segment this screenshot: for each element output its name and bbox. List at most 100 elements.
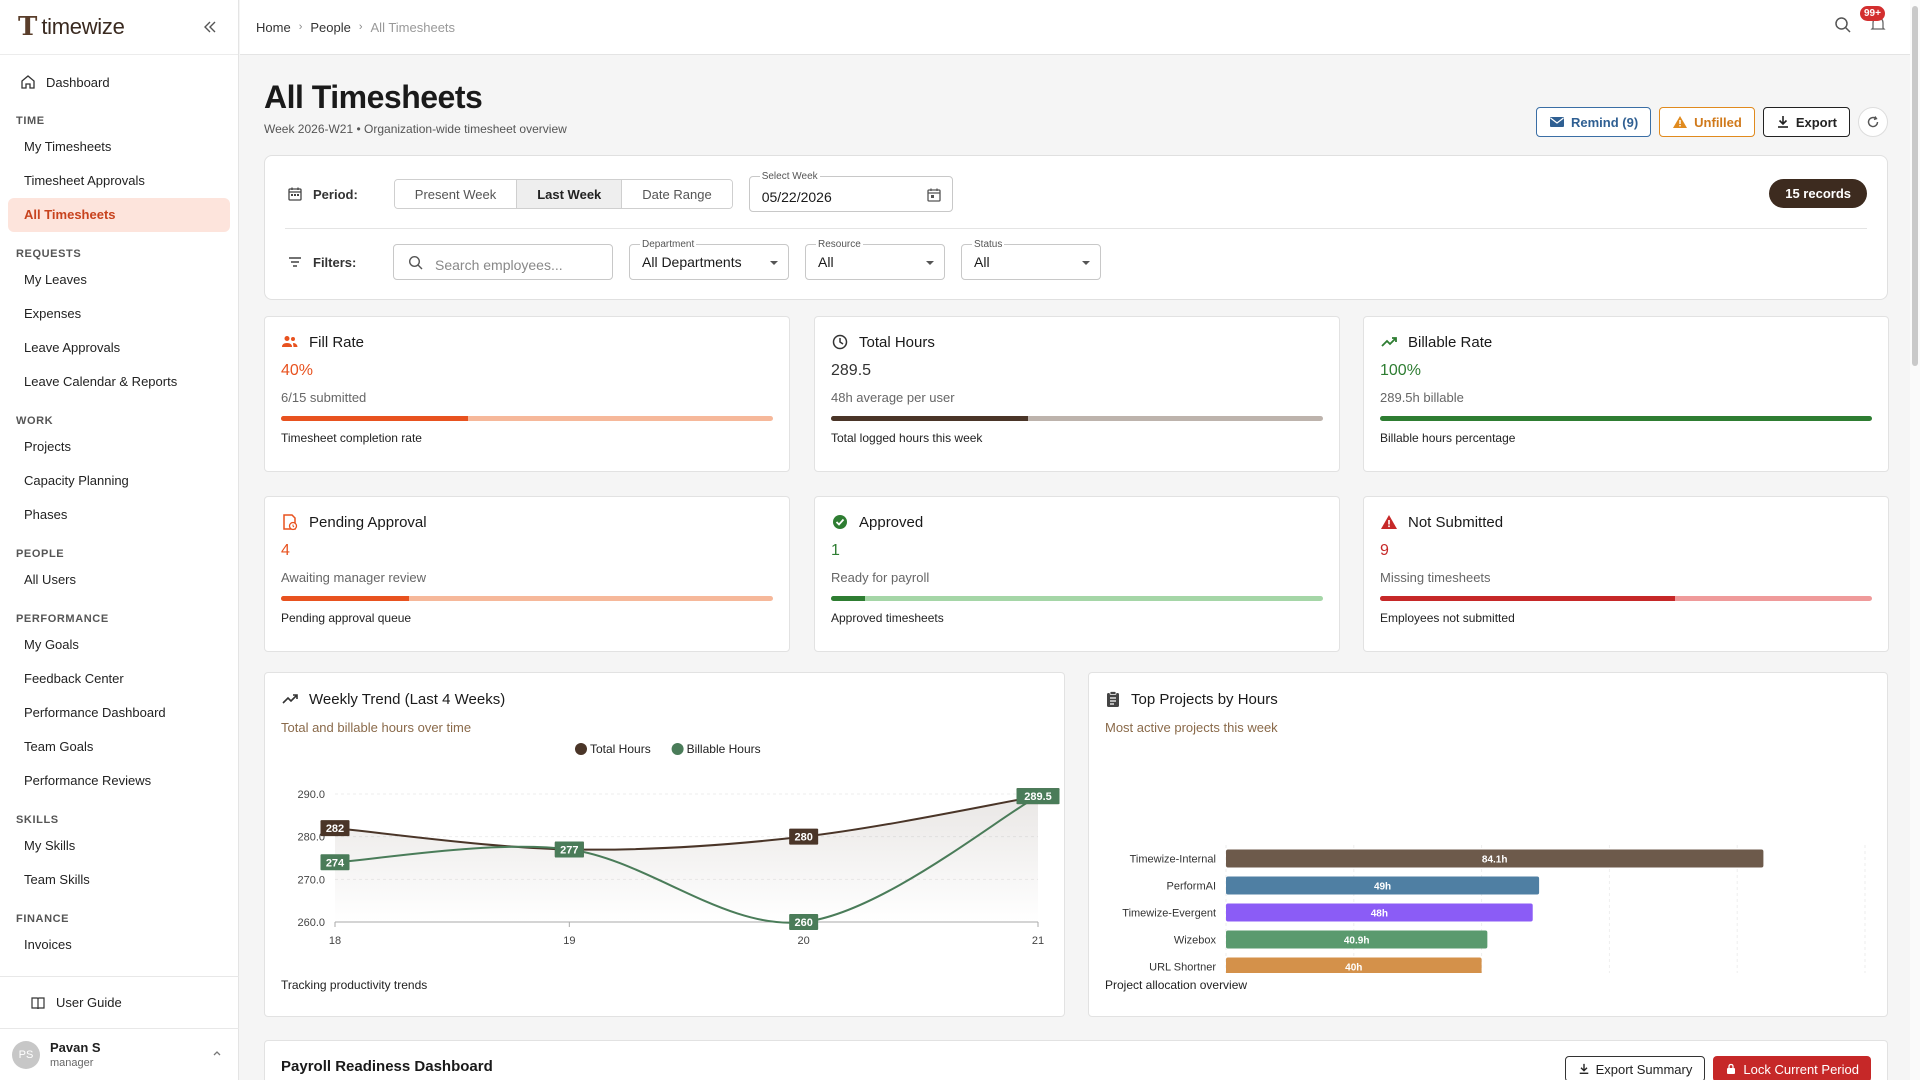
sidebar-item-feedback-center[interactable]: Feedback Center	[24, 671, 124, 686]
refresh-button[interactable]	[1858, 107, 1888, 137]
sidebar-section-title: PEOPLE	[16, 548, 65, 560]
sidebar-item-invoices[interactable]: Invoices	[24, 937, 72, 952]
data-label: 280	[794, 832, 812, 844]
remind-button[interactable]: Remind (9)	[1535, 107, 1652, 137]
notifications-button[interactable]: 99+	[1860, 6, 1890, 36]
x-tick-label: 18	[329, 935, 341, 947]
chevron-up-icon	[213, 1051, 221, 1056]
sidebar-item-team-goals[interactable]: Team Goals	[24, 739, 94, 754]
stat-card-not-submitted: Not Submitted 9 Missing timesheets Employee…	[1363, 496, 1889, 652]
export-label: Export	[1795, 114, 1837, 130]
avatar: PS	[12, 1040, 40, 1069]
top-projects-header: Top Projects by Hours	[1105, 690, 1278, 708]
sidebar-item-phases[interactable]: Phases	[24, 507, 68, 522]
data-label: 277	[560, 844, 578, 856]
search-icon[interactable]	[1834, 16, 1852, 34]
filter-panel: Period: Present Week Last Week Date Rang…	[264, 155, 1888, 300]
refresh-icon	[1867, 116, 1879, 128]
search-icon	[408, 255, 423, 270]
period-last-week[interactable]: Last Week	[517, 180, 623, 208]
resource-select[interactable]: Resource All	[805, 239, 945, 280]
export-button[interactable]: Export	[1762, 107, 1850, 137]
sidebar-item-capacity-planning[interactable]: Capacity Planning	[24, 473, 129, 488]
data-label-bg	[554, 841, 584, 858]
records-count-badge: 15 records	[1769, 179, 1867, 208]
sidebar-item-team-skills[interactable]: Team Skills	[24, 872, 90, 887]
brand-name: timewize	[41, 14, 125, 39]
stat-subtitle: Awaiting manager review	[281, 570, 426, 585]
stat-subtitle: 6/15 submitted	[281, 390, 367, 405]
sidebar-item-dashboard[interactable]: Dashboard	[0, 65, 238, 99]
page-scrollbar[interactable]	[1910, 0, 1920, 1080]
sidebar-item-performance-reviews[interactable]: Performance Reviews	[24, 773, 152, 788]
sidebar-item-leave-approvals[interactable]: Leave Approvals	[24, 340, 121, 355]
bar-timewize-evergent[interactable]	[1226, 903, 1533, 922]
brand[interactable]: T timewize	[0, 0, 238, 55]
period-present-week[interactable]: Present Week	[394, 180, 518, 208]
lock-icon	[1727, 1063, 1736, 1074]
sidebar-section-title: PERFORMANCE	[16, 613, 109, 625]
user-role: manager	[50, 1057, 94, 1069]
sidebar-item-my-leaves[interactable]: My Leaves	[24, 272, 87, 287]
sidebar-item-projects[interactable]: Projects	[24, 439, 71, 454]
stat-subtitle: Ready for payroll	[831, 570, 930, 585]
scrollbar-thumb[interactable]	[1912, 6, 1918, 366]
y-tick-label: 280.0	[297, 832, 325, 844]
user-menu[interactable]: PS Pavan S manager	[0, 1028, 239, 1080]
sidebar-item-timesheet-approvals[interactable]: Timesheet Approvals	[24, 173, 145, 188]
stat-value: 4	[281, 542, 290, 559]
select-week-field[interactable]: Select Week 05/22/2026	[748, 171, 953, 212]
data-label: 282	[326, 823, 344, 835]
bar-wizebox[interactable]	[1226, 930, 1488, 949]
filters-label-text: Filters:	[313, 254, 357, 270]
search-employees-input[interactable]: Search employees...	[393, 244, 613, 280]
sidebar-item-expenses[interactable]: Expenses	[24, 306, 82, 321]
dropdown-arrow-icon	[1082, 261, 1090, 265]
stat-card-fill-rate: Fill Rate 40% 6/15 submitted Timesheet comp…	[264, 316, 790, 472]
sidebar-item-my-goals[interactable]: My Goals	[24, 637, 79, 652]
bar-value-label: 84.1h	[1482, 855, 1508, 866]
breadcrumb-home[interactable]: Home	[256, 19, 291, 35]
y-tick-label: 290.0	[297, 789, 325, 801]
sidebar-item-my-skills[interactable]: My Skills	[24, 838, 76, 853]
export-summary-button[interactable]: Export Summary	[1564, 1056, 1706, 1080]
category-label: Wizebox	[1174, 935, 1217, 947]
resource-label: Resource	[816, 239, 863, 250]
stat-subtitle: Missing timesheets	[1380, 570, 1491, 585]
download-icon	[1777, 116, 1788, 128]
sidebar-item-leave-calendar-reports[interactable]: Leave Calendar & Reports	[24, 374, 178, 389]
breadcrumb-current: All Timesheets	[370, 19, 456, 35]
legend-label[interactable]: Billable Hours	[687, 742, 761, 756]
bar-timewize-internal[interactable]	[1226, 849, 1764, 868]
sidebar-item-all-users[interactable]: All Users	[24, 572, 77, 587]
bar-performai[interactable]	[1226, 876, 1540, 895]
stat-footer: Employees not submitted	[1380, 611, 1515, 625]
breadcrumb-separator: ›	[298, 21, 303, 33]
stat-title: Approved	[859, 513, 924, 531]
weekly-trend-chart: 290.0 280.0 270.0 260.0 18 19 20 21 282 277 280 289…	[297, 742, 1060, 947]
unfilled-button[interactable]: Unfilled	[1659, 107, 1755, 137]
stat-card-header: Total Hours	[831, 333, 935, 351]
bar-value-label: 48h	[1371, 909, 1388, 920]
warning-icon	[1381, 515, 1397, 529]
sidebar-item-all-timesheets[interactable]: All Timesheets	[8, 198, 230, 232]
data-label-bg	[320, 820, 350, 837]
department-select[interactable]: Department All Departments	[629, 239, 789, 280]
breadcrumb-separator: ›	[358, 21, 363, 33]
breadcrumb-people[interactable]: People	[310, 19, 351, 35]
stat-title: Billable Rate	[1408, 333, 1493, 351]
lock-period-button[interactable]: Lock Current Period	[1713, 1056, 1871, 1080]
sidebar-section-title: WORK	[16, 415, 54, 427]
bar-url-shortner[interactable]	[1226, 957, 1482, 974]
sidebar-item-my-timesheets[interactable]: My Timesheets	[24, 139, 112, 154]
category-label: Timewize-Evergent	[1122, 908, 1216, 920]
stat-progress-bar	[831, 596, 1323, 601]
calendar-picker-icon[interactable]	[926, 187, 942, 203]
status-select[interactable]: Status All	[961, 239, 1101, 280]
sidebar-item-performance-dashboard[interactable]: Performance Dashboard	[24, 705, 166, 720]
legend-label[interactable]: Total Hours	[590, 742, 651, 756]
mail-icon	[1549, 117, 1564, 127]
collapse-sidebar-icon[interactable]	[200, 17, 220, 37]
user-guide-link[interactable]: User Guide	[0, 976, 239, 1028]
period-date-range[interactable]: Date Range	[622, 180, 732, 208]
